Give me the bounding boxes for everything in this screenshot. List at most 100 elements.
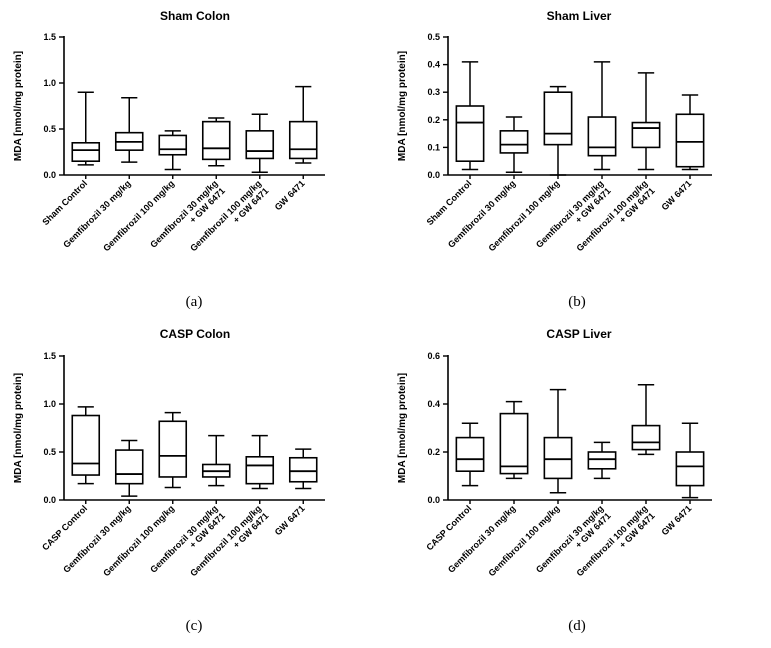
box-4 bbox=[587, 61, 617, 171]
box-4 bbox=[201, 117, 231, 167]
x-category-label: GW 6471 bbox=[659, 178, 693, 212]
box-2 bbox=[499, 116, 529, 173]
x-category-label-line: GW 6471 bbox=[273, 178, 307, 212]
x-category-label-line: Gemfibrozil 100 mg/kg bbox=[486, 503, 561, 578]
y-tick-label: 0.0 bbox=[43, 170, 56, 180]
x-category-label: Gemfibrozil 100 mg/kg bbox=[486, 178, 561, 253]
box-5 bbox=[631, 384, 661, 456]
x-category-label-line: GW 6471 bbox=[659, 178, 693, 212]
box-iqr bbox=[158, 134, 188, 156]
y-tick-label: 1.5 bbox=[43, 32, 56, 42]
y-axis-label: MDA [nmol/mg protein] bbox=[397, 373, 408, 483]
box-1 bbox=[455, 61, 485, 171]
box-2 bbox=[114, 96, 144, 163]
box-iqr bbox=[631, 121, 661, 149]
box-iqr bbox=[675, 113, 705, 168]
x-category-label: Gemfibrozil 100 mg/kg bbox=[101, 503, 176, 578]
box-2 bbox=[114, 439, 144, 497]
x-category-label: Sham Control bbox=[40, 178, 89, 227]
box-6 bbox=[675, 422, 705, 499]
box-iqr bbox=[587, 116, 617, 157]
y-axis-label: MDA [nmol/mg protein] bbox=[397, 51, 408, 161]
box-5 bbox=[245, 113, 275, 173]
y-tick-label: 0.0 bbox=[427, 495, 440, 505]
y-tick-label: 0.5 bbox=[427, 32, 440, 42]
y-tick-label: 0.2 bbox=[427, 115, 440, 125]
chart-panel-1: Sham Colon 0.0 0.5 1.0 1.5 MDA [nmol/mg prote… bbox=[13, 9, 325, 253]
box-2 bbox=[499, 400, 529, 480]
box-4 bbox=[201, 434, 231, 487]
y-tick-label: 0.0 bbox=[43, 495, 56, 505]
x-category-label: GW 6471 bbox=[273, 178, 307, 212]
y-tick-label: 0.1 bbox=[427, 142, 440, 152]
x-category-label: CASP Control bbox=[40, 503, 89, 552]
x-category-label: Gemfibrozil 100 mg/kg bbox=[486, 503, 561, 578]
box-3 bbox=[158, 411, 188, 489]
panel-label: (a) bbox=[186, 294, 203, 310]
box-1 bbox=[71, 406, 101, 485]
chart-title: Sham Colon bbox=[160, 9, 230, 23]
chart-title: Sham Liver bbox=[547, 9, 612, 23]
box-3 bbox=[543, 388, 573, 494]
y-tick-label: 1.5 bbox=[43, 351, 56, 361]
box-iqr bbox=[543, 91, 573, 146]
box-iqr bbox=[158, 420, 188, 478]
x-category-label-line: GW 6471 bbox=[273, 503, 307, 537]
panel-label: (d) bbox=[568, 618, 586, 634]
box-iqr bbox=[543, 436, 573, 480]
y-tick-label: 0.4 bbox=[427, 60, 440, 70]
x-category-label-line: Sham Control bbox=[425, 178, 474, 227]
x-category-label: Gemfibrozil 100 mg/kg bbox=[101, 178, 176, 253]
x-category-label: CASP Control bbox=[424, 503, 473, 552]
box-iqr bbox=[587, 451, 617, 470]
panel-label: (c) bbox=[186, 618, 203, 634]
box-5 bbox=[245, 434, 275, 490]
box-6 bbox=[288, 85, 318, 164]
box-iqr bbox=[71, 142, 101, 163]
x-category-label-line: Gemfibrozil 100 mg/kg bbox=[101, 178, 176, 253]
panel-label: (b) bbox=[568, 294, 586, 310]
box-iqr bbox=[455, 436, 485, 473]
box-3 bbox=[158, 130, 188, 171]
y-axis-label: MDA [nmol/mg protein] bbox=[13, 51, 24, 161]
y-tick-label: 0.2 bbox=[427, 447, 440, 457]
box-6 bbox=[288, 448, 318, 490]
x-category-label: GW 6471 bbox=[659, 503, 693, 537]
y-tick-label: 1.0 bbox=[43, 78, 56, 88]
box-iqr bbox=[499, 130, 529, 154]
chart-title: CASP Liver bbox=[546, 327, 611, 341]
box-iqr bbox=[455, 105, 485, 163]
box-iqr bbox=[288, 456, 318, 483]
y-tick-label: 0.5 bbox=[43, 447, 56, 457]
x-category-label: Sham Control bbox=[425, 178, 474, 227]
x-category-label: GW 6471 bbox=[273, 503, 307, 537]
box-1 bbox=[71, 91, 101, 166]
chart-title: CASP Colon bbox=[160, 327, 230, 341]
box-5 bbox=[631, 72, 661, 171]
y-tick-label: 0.6 bbox=[427, 351, 440, 361]
x-category-label-line: CASP Control bbox=[424, 503, 473, 552]
y-tick-label: 0.3 bbox=[427, 87, 440, 97]
x-category-label-line: CASP Control bbox=[40, 503, 89, 552]
chart-panel-2: Sham Liver 0.0 0.1 0.2 0.3 0.4 0.5 MDA [nmol/mg… bbox=[397, 9, 712, 253]
box-iqr bbox=[114, 449, 144, 485]
box-3 bbox=[543, 85, 573, 176]
box-iqr bbox=[71, 414, 101, 476]
y-tick-label: 0.4 bbox=[427, 399, 440, 409]
box-6 bbox=[675, 94, 705, 171]
chart-panel-3: CASP Colon 0.0 0.5 1.0 1.5 MDA [nmol/mg prote… bbox=[13, 327, 325, 578]
box-iqr bbox=[288, 120, 318, 160]
x-category-label-line: Sham Control bbox=[40, 178, 89, 227]
box-iqr bbox=[245, 130, 275, 160]
box-1 bbox=[455, 422, 485, 487]
box-iqr bbox=[675, 451, 705, 487]
box-4 bbox=[587, 441, 617, 480]
box-iqr bbox=[499, 412, 529, 475]
y-tick-label: 0.0 bbox=[427, 170, 440, 180]
box-iqr bbox=[201, 120, 231, 161]
x-category-label-line: GW 6471 bbox=[659, 503, 693, 537]
chart-panel-4: CASP Liver 0.0 0.2 0.4 0.6 MDA [nmol/mg prote… bbox=[397, 327, 712, 578]
y-tick-label: 0.5 bbox=[43, 124, 56, 134]
box-iqr bbox=[245, 455, 275, 485]
